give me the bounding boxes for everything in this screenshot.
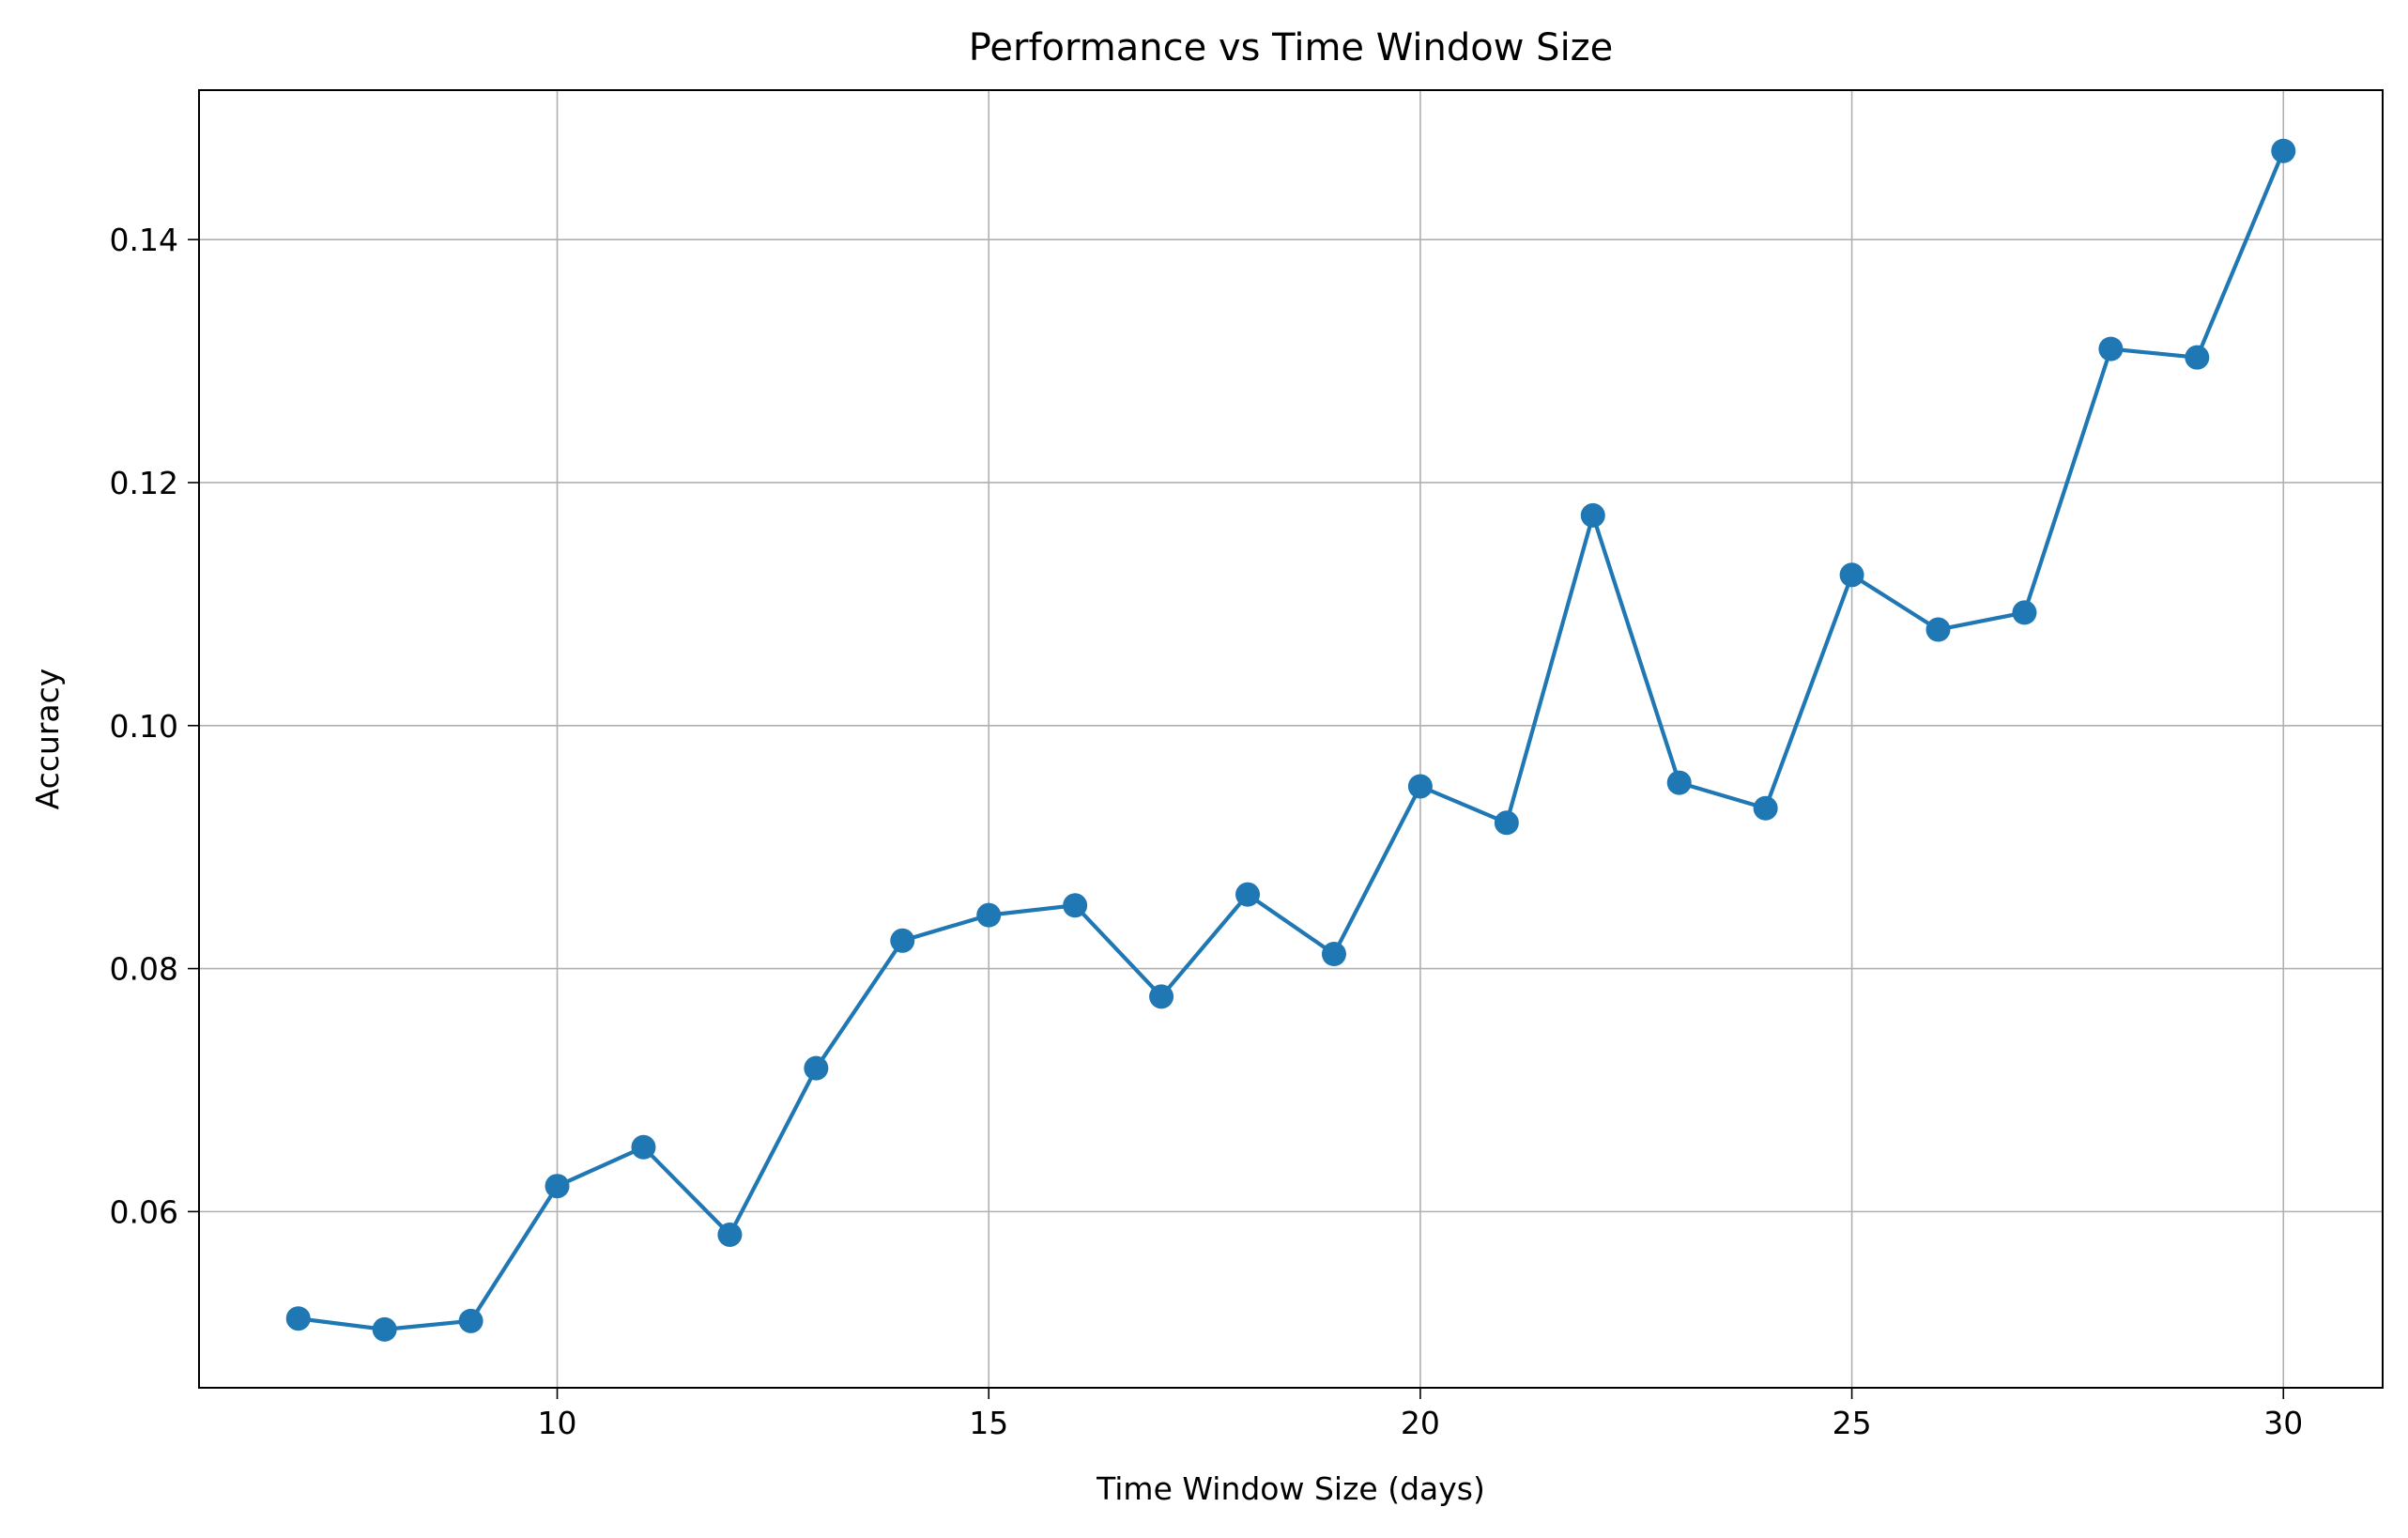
data-point-marker [2098,336,2124,361]
data-point-marker [372,1316,397,1342]
data-point-marker [1235,882,1261,907]
x-tick-label: 30 [2263,1405,2303,1441]
grid [199,90,2383,1388]
series [285,138,2296,1342]
y-tick-label: 0.10 [110,708,178,745]
data-point-marker [890,928,915,953]
x-tick-label: 20 [1401,1405,1440,1441]
chart-title: Performance vs Time Window Size [969,26,1614,69]
data-point-marker [1580,502,1605,528]
y-tick-label: 0.08 [110,951,178,988]
y-tick-label: 0.14 [110,222,178,258]
data-point-marker [2185,345,2210,370]
data-point-marker [1753,795,1778,821]
data-point-marker [1407,774,1433,799]
data-point-marker [1839,562,1864,588]
y-axis-title: Accuracy [29,669,66,810]
data-point-marker [285,1306,311,1331]
x-axis-title: Time Window Size (days) [1096,1470,1485,1507]
data-point-marker [458,1308,483,1333]
data-point-marker [1494,810,1519,836]
data-point-marker [1666,770,1692,795]
x-tick-label: 25 [1833,1405,1872,1441]
data-point-marker [1149,984,1174,1009]
data-point-marker [976,902,1002,928]
data-point-marker [1925,617,1951,642]
data-point-marker [2012,600,2037,625]
data-point-marker [1321,942,1346,967]
data-point-marker [804,1055,829,1081]
data-point-marker [1063,893,1088,918]
series-line [296,148,2286,1331]
plot-area-frame [198,89,2384,1389]
x-tick-label: 15 [969,1405,1008,1441]
x-tick-label: 10 [538,1405,577,1441]
data-point-marker [717,1222,743,1247]
y-tick-label: 0.12 [110,465,178,501]
data-point-marker [2271,138,2296,163]
y-tick-label: 0.06 [110,1193,178,1230]
ticks: 10 15 20 25 30 0.06 0.08 0.10 0.12 0.14 [110,222,2304,1441]
data-point-marker [631,1134,656,1160]
data-point-marker [544,1174,570,1199]
